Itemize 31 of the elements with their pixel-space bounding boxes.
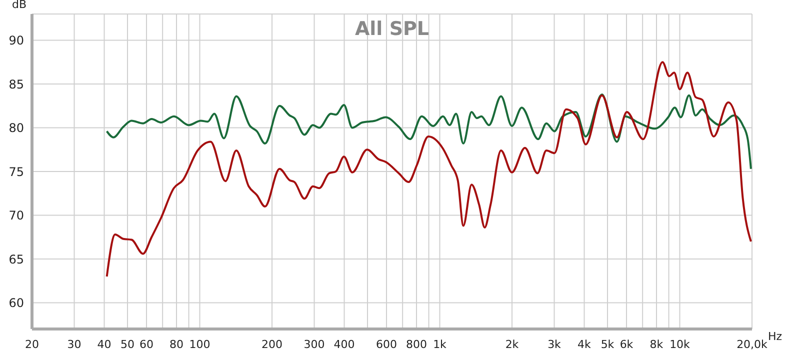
x-tick-label: 50 <box>120 338 135 350</box>
x-tick-label: 40 <box>97 338 112 350</box>
y-tick-label: 80 <box>8 121 24 136</box>
x-tick-label: 4k <box>578 338 592 350</box>
x-axis-title: Hz <box>768 330 782 343</box>
x-tick-label: 30 <box>67 338 82 350</box>
x-tick-label: 80 <box>169 338 184 350</box>
y-axis-title: dB <box>12 0 27 11</box>
x-tick-label: 200 <box>262 338 282 350</box>
y-tick-label: 65 <box>8 252 24 266</box>
x-tick-label: 6k <box>620 338 634 350</box>
x-tick-label: 300 <box>304 338 325 350</box>
x-tick-label: 8k <box>650 338 664 350</box>
chart-title: All SPL <box>354 18 430 40</box>
x-tick-label: 20 <box>25 338 39 350</box>
x-tick-label: 400 <box>334 338 355 350</box>
x-tick-label: 10k <box>670 338 691 350</box>
x-tick-label: 5k <box>600 338 615 350</box>
x-tick-label: 20,0k <box>736 338 768 350</box>
y-tick-label: 85 <box>8 77 24 92</box>
x-tick-label: 100 <box>189 338 210 350</box>
x-tick-label: 3k <box>548 338 562 350</box>
y-tick-label: 75 <box>8 164 24 179</box>
x-tick-label: 2k <box>505 338 520 350</box>
y-tick-label: 70 <box>8 208 24 223</box>
y-tick-label: 90 <box>8 34 24 48</box>
x-tick-label: 800 <box>406 338 427 350</box>
x-tick-label: 1k <box>433 338 448 350</box>
y-tick-label: 60 <box>8 296 24 310</box>
x-tick-label: 600 <box>376 338 398 350</box>
x-tick-label: 60 <box>140 338 154 350</box>
